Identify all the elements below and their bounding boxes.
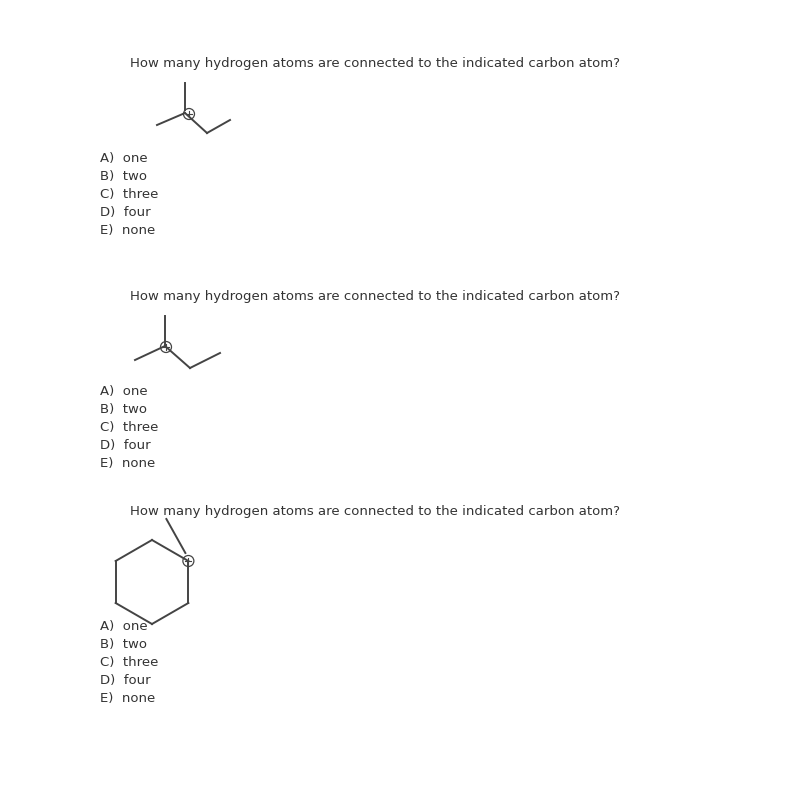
Text: D)  four: D) four (100, 674, 150, 687)
Text: How many hydrogen atoms are connected to the indicated carbon atom?: How many hydrogen atoms are connected to… (130, 290, 620, 303)
Text: A)  one: A) one (100, 152, 148, 165)
Text: A)  one: A) one (100, 385, 148, 398)
Text: C)  three: C) three (100, 421, 158, 434)
Text: B)  two: B) two (100, 638, 147, 651)
Text: C)  three: C) three (100, 188, 158, 201)
Text: D)  four: D) four (100, 206, 150, 219)
Text: E)  none: E) none (100, 692, 155, 705)
Text: How many hydrogen atoms are connected to the indicated carbon atom?: How many hydrogen atoms are connected to… (130, 57, 620, 70)
Text: C)  three: C) three (100, 656, 158, 669)
Text: D)  four: D) four (100, 439, 150, 452)
Text: E)  none: E) none (100, 457, 155, 470)
Text: How many hydrogen atoms are connected to the indicated carbon atom?: How many hydrogen atoms are connected to… (130, 505, 620, 518)
Text: E)  none: E) none (100, 224, 155, 237)
Text: B)  two: B) two (100, 403, 147, 416)
Text: B)  two: B) two (100, 170, 147, 183)
Text: A)  one: A) one (100, 620, 148, 633)
